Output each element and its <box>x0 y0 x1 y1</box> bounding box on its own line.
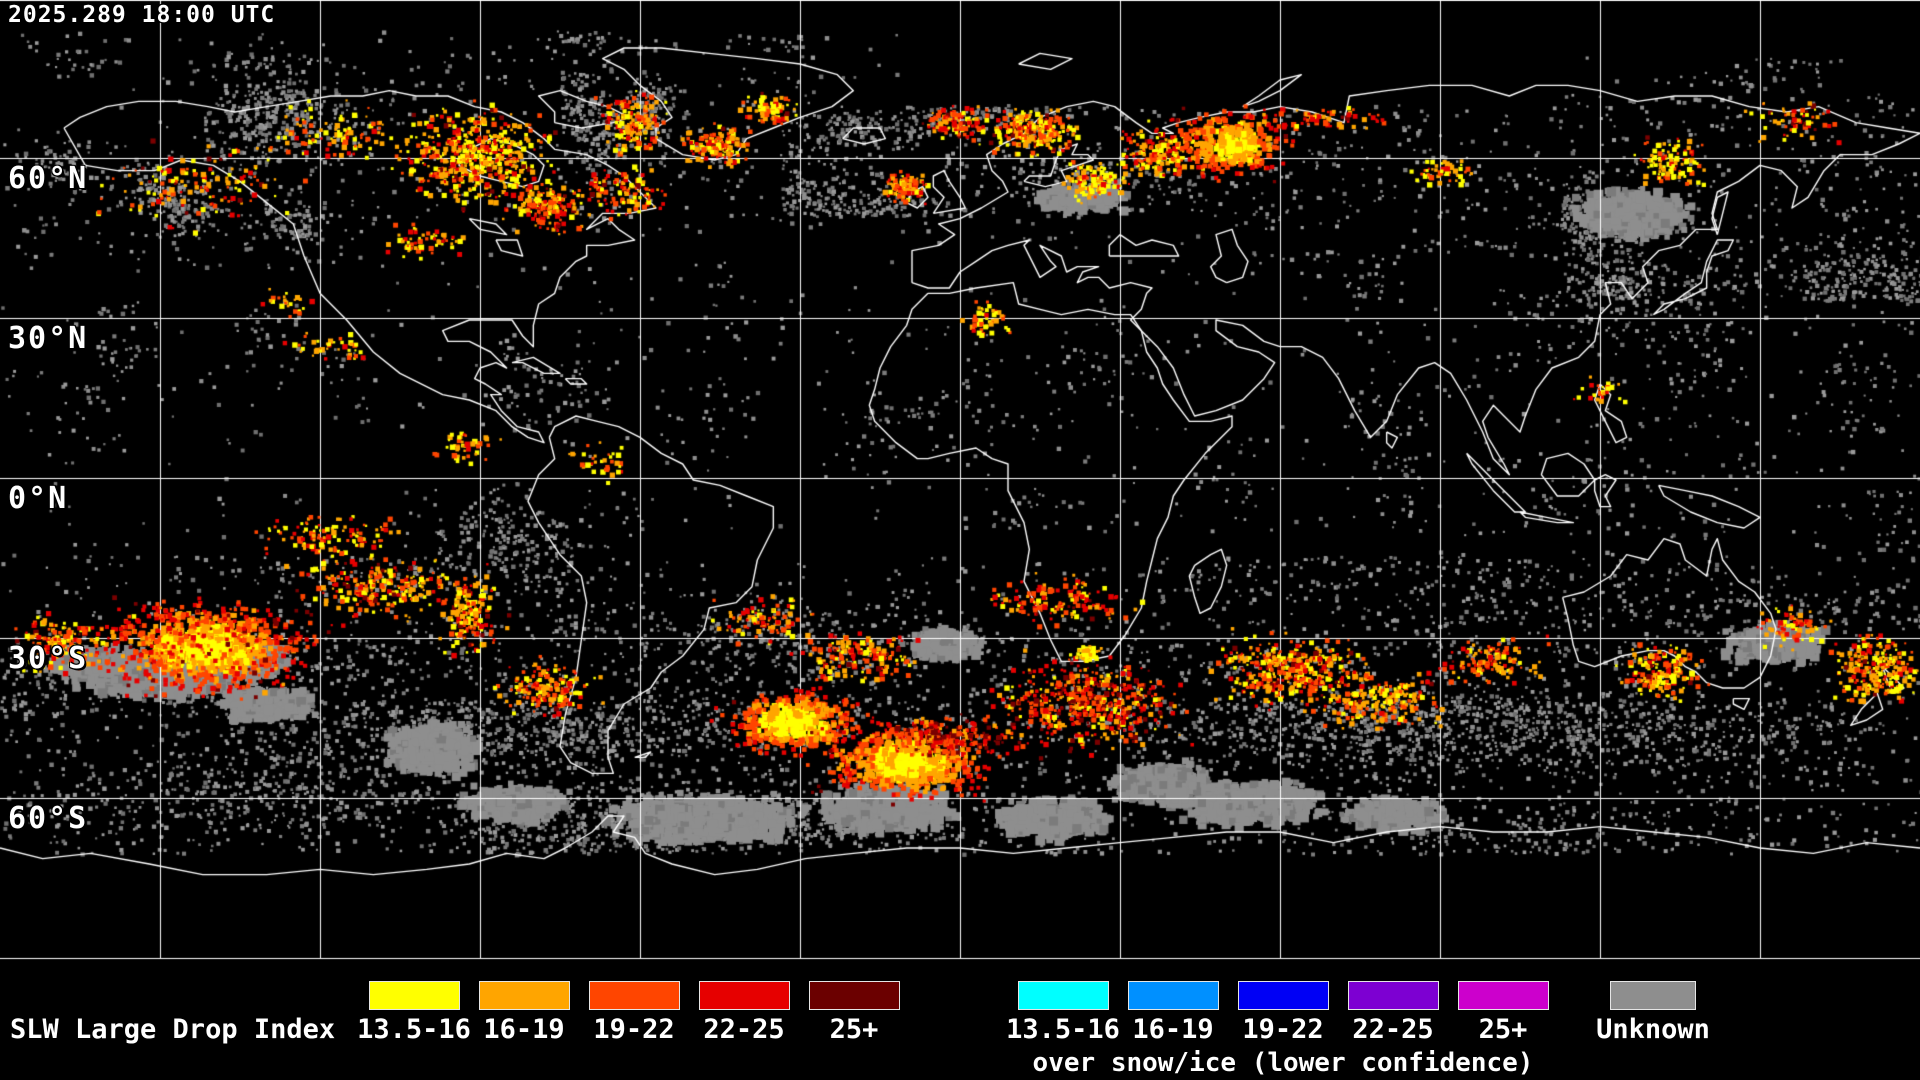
legend-label-snow_ice-4: 25+ <box>1478 1014 1528 1045</box>
legend-label-snow_ice-0: 13.5-16 <box>1006 1014 1120 1045</box>
legend-swatch-snow_ice-3 <box>1348 981 1439 1010</box>
legend-label-standard-4: 25+ <box>829 1014 879 1045</box>
legend-swatch-snow_ice-1 <box>1128 981 1219 1010</box>
lat-label-1: 30°N <box>8 321 89 356</box>
lat-label-2: 0°N <box>8 481 69 516</box>
legend-label-snow_ice-3: 22-25 <box>1352 1014 1434 1045</box>
legend-swatch-standard-3 <box>699 981 790 1010</box>
legend-swatch-snow_ice-0 <box>1018 981 1109 1010</box>
legend-label-snow_ice-2: 19-22 <box>1242 1014 1324 1045</box>
legend-swatch-snow_ice-4 <box>1458 981 1549 1010</box>
legend-label-standard-1: 16-19 <box>483 1014 565 1045</box>
legend-swatch-unknown <box>1610 981 1696 1010</box>
lat-label-3: 30°S <box>8 641 89 676</box>
legend-label-standard-3: 22-25 <box>703 1014 785 1045</box>
world-map-canvas <box>0 0 1920 960</box>
timestamp-label: 2025.289 18:00 UTC <box>8 2 276 28</box>
legend-swatch-standard-0 <box>369 981 460 1010</box>
lat-label-4: 60°S <box>8 801 89 836</box>
legend-label-unknown: Unknown <box>1596 1014 1710 1045</box>
legend-caption-snow_ice: over snow/ice (lower confidence) <box>1032 1048 1534 1078</box>
legend-swatch-standard-1 <box>479 981 570 1010</box>
legend-label-standard-2: 19-22 <box>593 1014 675 1045</box>
legend-swatch-snow_ice-2 <box>1238 981 1329 1010</box>
legend: SLW Large Drop Index 13.5-16 16-19 19-22 22… <box>0 960 1920 1080</box>
legend-label-snow_ice-1: 16-19 <box>1132 1014 1214 1045</box>
legend-swatch-standard-2 <box>589 981 680 1010</box>
legend-swatch-standard-4 <box>809 981 900 1010</box>
legend-label-standard-0: 13.5-16 <box>357 1014 471 1045</box>
lat-label-0: 60°N <box>8 161 89 196</box>
legend-title: SLW Large Drop Index <box>10 1014 336 1045</box>
